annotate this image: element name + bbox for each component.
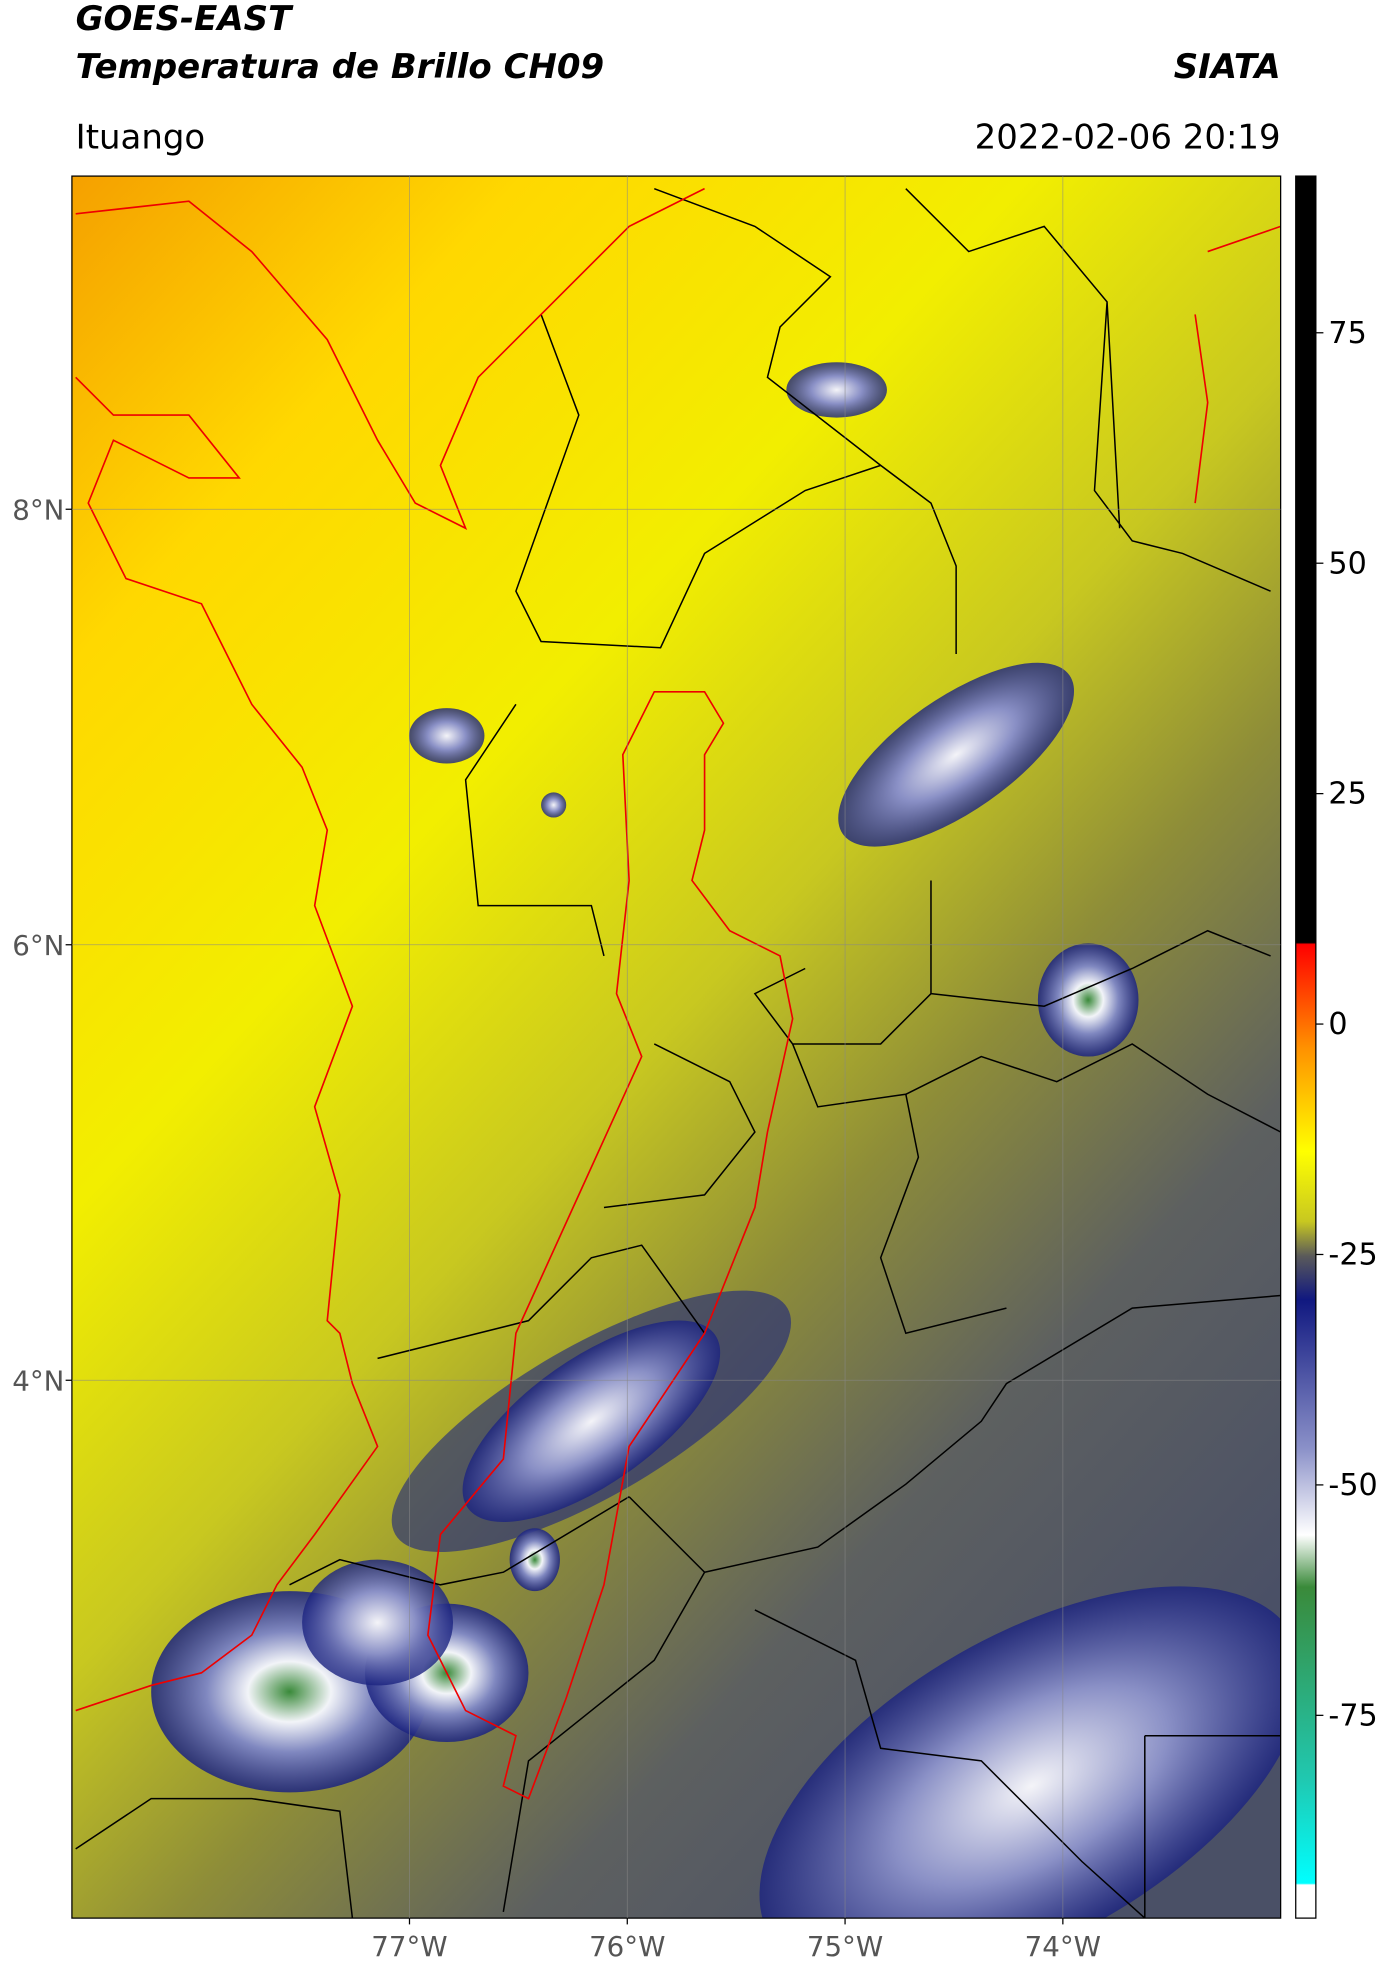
agency: SIATA (1174, 47, 1281, 87)
lat-tick-label: 8°N (12, 493, 64, 526)
lon-tick-label: 75°W (807, 1930, 883, 1963)
map (71, 176, 1281, 1919)
lon-tick-label: 74°W (1025, 1930, 1101, 1963)
cloud (302, 1559, 454, 1686)
lon-tick-label: 76°W (589, 1930, 665, 1963)
cloud (786, 362, 887, 418)
subtitle: Temperatura de Brillo CH09 (76, 47, 604, 87)
cloud (409, 708, 485, 764)
cloud (462, 1320, 721, 1523)
cloud (541, 792, 567, 818)
lat-tick-label: 4°N (12, 1364, 64, 1397)
lon-tick-label: 77°W (371, 1930, 447, 1963)
cloud (509, 1528, 560, 1592)
colorbar-tick-label: 75 (1328, 316, 1366, 351)
colorbar-tick-label: -75 (1328, 1698, 1377, 1733)
map-frame (71, 175, 1282, 1919)
colorbar-tick-label: -50 (1328, 1468, 1377, 1503)
rivers-outline (75, 187, 1281, 1800)
cloud (759, 1586, 1281, 1919)
colorbar-tick-label: -25 (1328, 1238, 1377, 1273)
lat-tick-label: 6°N (12, 929, 64, 962)
datetime: 2022-02-06 20:19 (975, 117, 1281, 157)
boundaries (75, 187, 1281, 1919)
colorbar (1295, 175, 1317, 1919)
cloud (1037, 943, 1139, 1057)
cloud (838, 662, 1075, 847)
title: GOES-EAST (76, 0, 294, 39)
colorbar-tick-label: 50 (1328, 546, 1366, 581)
colorbar-tick-label: 25 (1328, 777, 1366, 812)
colorbar-tick-label: 0 (1328, 1007, 1347, 1042)
location: Ituango (76, 117, 206, 157)
